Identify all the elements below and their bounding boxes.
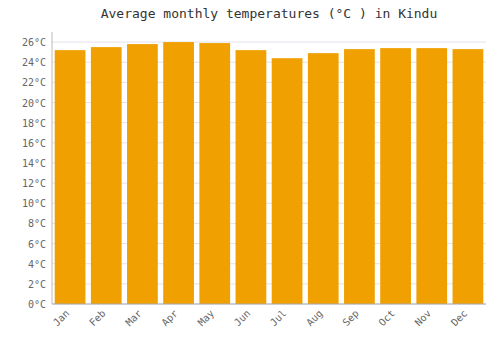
x-tick-label: Apr [159,308,180,329]
x-axis: Jan Feb Mar Apr May Jun Jul Aug Sep Oct Nov Dec [51,304,486,328]
y-tick-label: 10°C [22,198,46,209]
bar [199,43,230,304]
x-tick-label: Sep [340,308,361,329]
x-tick-label: Mar [123,308,144,329]
grid-line [52,304,486,305]
bar [163,42,194,304]
bar [416,48,447,304]
x-tick-label: Jul [268,308,289,329]
y-tick-label: 8°C [28,218,46,229]
grid [52,42,486,304]
x-tick-label: Jun [232,308,253,329]
bar [91,47,122,304]
y-tick-label: 6°C [28,239,46,250]
bar [272,58,303,304]
y-tick-label: 12°C [22,178,46,189]
chart: Average monthly temperatures (°C ) in Ki… [0,0,500,350]
grid-line [52,42,486,43]
bar [344,49,375,304]
x-tick-label: Oct [376,308,397,329]
x-tick-label: Feb [87,308,108,329]
bar [236,50,267,304]
y-tick-label: 4°C [28,259,46,270]
y-tick-label: 2°C [28,279,46,290]
chart-container: Average monthly temperatures (°C ) in Ki… [0,0,500,350]
bar [380,48,411,304]
x-tick-label: Aug [304,308,325,329]
title: Average monthly temperatures (°C ) in Ki… [101,6,438,21]
y-tick-label: 20°C [22,98,46,109]
x-axis-line [52,304,486,305]
bar [55,50,86,304]
bar [453,49,484,304]
x-tick-label: Dec [449,308,470,329]
bars [55,42,484,304]
bar [308,53,339,304]
y-tick-label: 22°C [22,77,46,88]
y-axis-line [52,32,53,304]
x-tick-label: Nov [413,308,434,329]
y-axis: 0°C 2°C 4°C 6°C 8°C 10°C 12°C 14°C 16°C 18°C 20°C 2… [22,32,52,310]
y-tick-label: 14°C [22,158,46,169]
x-tick-label: Jan [51,308,72,329]
bar [127,44,158,304]
y-tick-label: 0°C [28,299,46,310]
y-tick-label: 24°C [22,57,46,68]
x-tick-label: May [196,308,217,329]
y-tick-label: 26°C [22,37,46,48]
y-tick-label: 18°C [22,118,46,129]
y-tick-label: 16°C [22,138,46,149]
